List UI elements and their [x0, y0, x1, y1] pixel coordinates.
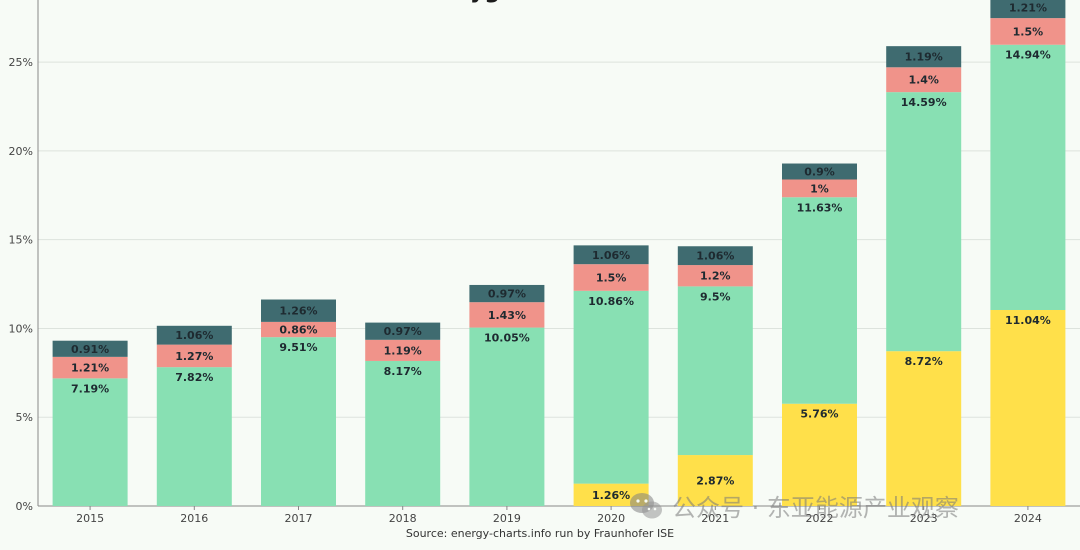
bar-segment — [886, 351, 962, 506]
y-tick-label: 25% — [9, 56, 33, 69]
data-label: 1% — [810, 182, 829, 195]
data-label: 1.06% — [592, 249, 630, 262]
data-label: 14.94% — [1005, 49, 1051, 62]
x-tick-label: 2024 — [1014, 512, 1042, 525]
data-label: 0.86% — [279, 324, 317, 337]
data-label: 9.51% — [279, 341, 317, 354]
x-tick-label: 2020 — [597, 512, 625, 525]
bar-segment — [365, 339, 441, 361]
data-label: 0.9% — [804, 166, 835, 179]
bar-segment — [677, 265, 753, 287]
bar-segment — [52, 378, 128, 506]
bar-segment — [677, 455, 753, 506]
data-label: 1.21% — [71, 362, 109, 375]
data-label: 1.19% — [905, 51, 943, 64]
bar-segment — [156, 367, 232, 506]
bar-segment — [52, 356, 128, 379]
data-label: 14.59% — [901, 96, 947, 109]
bar-segment — [990, 309, 1066, 506]
bar-segment — [573, 290, 649, 484]
x-tick-label: 2017 — [285, 512, 313, 525]
y-tick-label: 5% — [16, 411, 33, 424]
bar-segment — [990, 18, 1066, 45]
bar-segment — [782, 197, 857, 404]
data-label: 7.82% — [175, 371, 213, 384]
y-axis: 0% 5% 10% 15% 20% 25% — [9, 0, 39, 513]
data-label: 1.19% — [384, 344, 422, 357]
y-tick-label: 10% — [9, 322, 33, 335]
data-label: 1.4% — [908, 74, 939, 87]
x-tick-label: 2023 — [910, 512, 938, 525]
bars — [52, 0, 1066, 506]
bar-segment — [677, 246, 753, 266]
bar-segment — [573, 264, 649, 291]
x-tick-label: 2016 — [180, 512, 208, 525]
data-label: 7.19% — [71, 382, 109, 395]
data-label: 11.04% — [1005, 314, 1051, 327]
bar-segment — [990, 0, 1066, 19]
data-label: 1.5% — [1013, 25, 1044, 38]
data-label: 1.06% — [696, 250, 734, 263]
bar-segment — [573, 483, 649, 506]
x-tick-label: 2022 — [806, 512, 834, 525]
data-label: 1.26% — [592, 489, 630, 502]
data-label: 1.27% — [175, 350, 213, 363]
bar-segment — [365, 322, 441, 340]
x-tick-label: 2021 — [701, 512, 729, 525]
data-label: 0.97% — [384, 325, 422, 338]
x-tick-label: 2018 — [389, 512, 417, 525]
x-tick-label: 2015 — [76, 512, 104, 525]
bar-segment — [469, 302, 545, 328]
data-label: 1.2% — [700, 270, 731, 283]
data-label: 8.72% — [905, 355, 943, 368]
bar-segment — [782, 163, 857, 180]
data-label: 0.97% — [488, 288, 526, 301]
bar-segment — [886, 67, 962, 93]
bar-segment — [156, 325, 232, 345]
bar-segment — [469, 327, 545, 506]
data-label: 5.76% — [800, 408, 838, 421]
chart-title-fragment: yg — [470, 0, 500, 4]
bar-segment — [261, 321, 336, 338]
data-label: 1.21% — [1009, 1, 1047, 14]
bar-segment — [573, 245, 649, 265]
bar-segment — [261, 299, 336, 322]
data-labels: 7.19% 1.21% 0.91% 7.82% 1.27% 1.06% 9.51% 0.86%… — [71, 1, 1051, 501]
x-tick-label: 2019 — [493, 512, 521, 525]
data-label: 11.63% — [797, 201, 843, 214]
bar-segment — [990, 44, 1066, 310]
data-label: 9.5% — [700, 290, 731, 303]
y-tick-label: 15% — [9, 234, 33, 247]
bar-segment — [261, 337, 336, 506]
data-label: 10.05% — [484, 332, 530, 345]
bar-segment — [782, 179, 857, 198]
x-axis: 2015 2016 2017 2018 2019 2020 2021 2022 2023 2024 — [76, 506, 1042, 525]
data-label: 1.43% — [488, 309, 526, 322]
data-label: 10.86% — [588, 295, 634, 308]
data-label: 1.5% — [596, 272, 627, 285]
bar-segment — [886, 46, 962, 68]
y-tick-label: 20% — [9, 145, 33, 158]
bar-segment — [886, 92, 962, 352]
bar-segment — [156, 344, 232, 368]
data-label: 1.06% — [175, 329, 213, 342]
bar-segment — [52, 340, 128, 357]
y-tick-label: 0% — [16, 500, 33, 513]
source-note: Source: energy-charts.info run by Fraunh… — [405, 527, 675, 540]
data-label: 1.26% — [279, 305, 317, 318]
bar-segment — [469, 284, 545, 303]
bar-segment — [677, 286, 753, 456]
bar-segment — [365, 360, 441, 506]
bar-segment — [782, 403, 857, 506]
data-label: 0.91% — [71, 343, 109, 356]
data-label: 2.87% — [696, 475, 734, 488]
data-label: 8.17% — [384, 365, 422, 378]
